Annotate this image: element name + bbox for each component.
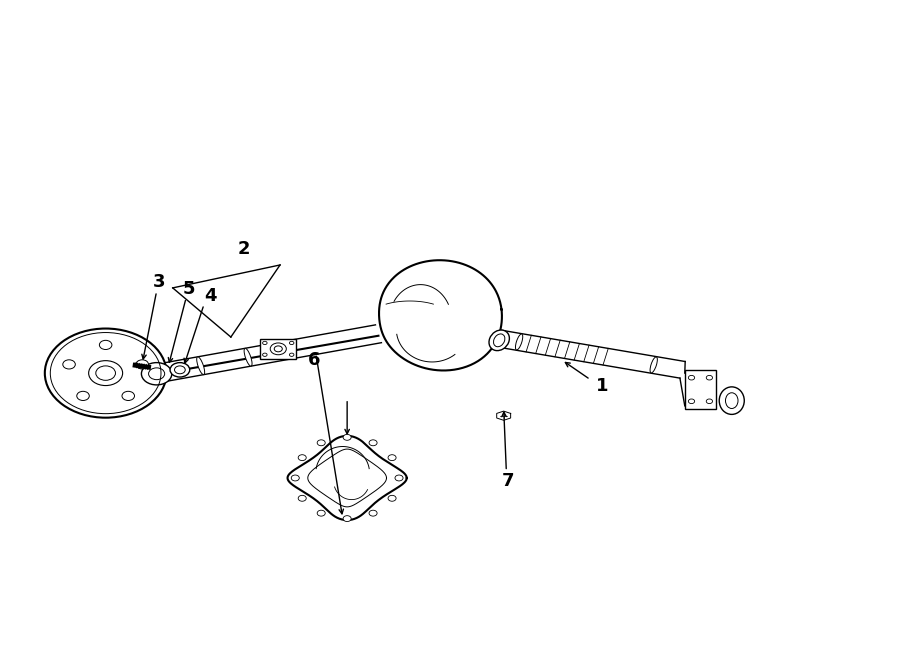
Ellipse shape (369, 510, 377, 516)
Polygon shape (287, 436, 407, 520)
Polygon shape (497, 411, 510, 420)
Text: 5: 5 (183, 280, 195, 298)
Ellipse shape (516, 334, 523, 350)
Ellipse shape (244, 348, 252, 366)
Ellipse shape (688, 375, 695, 380)
Ellipse shape (63, 360, 76, 369)
Ellipse shape (263, 341, 267, 344)
Ellipse shape (88, 361, 122, 385)
Ellipse shape (298, 495, 306, 501)
Ellipse shape (706, 399, 713, 404)
Ellipse shape (343, 516, 351, 522)
Ellipse shape (99, 340, 112, 350)
Ellipse shape (45, 329, 166, 418)
Text: 2: 2 (238, 239, 250, 258)
Ellipse shape (263, 353, 267, 356)
Ellipse shape (388, 495, 396, 501)
Text: 6: 6 (308, 351, 320, 369)
Ellipse shape (343, 434, 351, 440)
Polygon shape (379, 260, 502, 370)
Ellipse shape (141, 363, 172, 385)
Text: 7: 7 (502, 472, 515, 490)
FancyBboxPatch shape (260, 339, 296, 359)
Ellipse shape (706, 375, 713, 380)
Ellipse shape (290, 341, 294, 344)
Ellipse shape (650, 357, 657, 373)
Ellipse shape (76, 391, 89, 401)
Ellipse shape (719, 387, 744, 414)
Text: 1: 1 (596, 377, 608, 395)
Text: 3: 3 (153, 273, 166, 291)
Ellipse shape (395, 475, 403, 481)
Ellipse shape (197, 357, 204, 375)
Ellipse shape (136, 360, 149, 369)
Ellipse shape (292, 475, 300, 481)
Ellipse shape (170, 363, 190, 377)
Text: 4: 4 (204, 287, 217, 305)
Ellipse shape (688, 399, 695, 404)
Ellipse shape (317, 510, 325, 516)
Ellipse shape (317, 440, 325, 446)
Ellipse shape (388, 455, 396, 461)
Ellipse shape (369, 440, 377, 446)
Ellipse shape (290, 353, 294, 356)
Polygon shape (139, 325, 382, 385)
Ellipse shape (298, 455, 306, 461)
Polygon shape (488, 329, 685, 378)
Ellipse shape (274, 346, 283, 352)
Ellipse shape (95, 366, 115, 380)
Ellipse shape (489, 330, 509, 350)
Bar (685, 369, 716, 409)
Ellipse shape (122, 391, 134, 401)
